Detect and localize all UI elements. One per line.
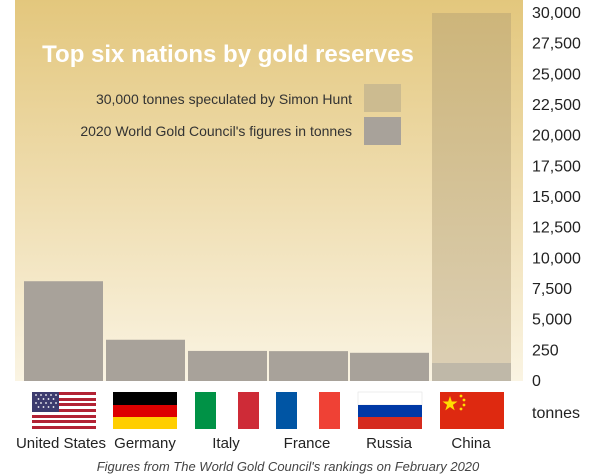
y-tick-label: 20,000 [532,128,581,145]
germany-flag-icon [113,392,177,429]
legend-swatch-speculated [364,84,401,112]
bars [24,13,511,381]
category-label-germany: Germany [114,435,176,452]
legend-swatch-wgc [364,117,401,145]
bar-wgc-united-states [24,281,103,381]
china-flag-icon [440,392,504,429]
y-tick-label: 25,000 [532,66,581,83]
y-tick-label: 5,000 [532,312,572,329]
category-labels: United States Germany Italy France Russia Chi… [16,435,491,452]
category-label-russia: Russia [366,435,413,452]
legend-label-speculated: 30,000 tonnes speculated by Simon Hunt [96,91,352,107]
y-axis-ticks: 0 250 5,000 7,500 10,000 12,500 15,000 17,500 20… [532,5,581,390]
y-tick-label: 15,000 [532,189,581,206]
russia-flag-icon [357,391,423,429]
category-label-italy: Italy [212,435,240,452]
france-flag-icon [276,392,340,429]
y-tick-label: 7,500 [532,281,572,298]
bar-wgc-france [269,351,348,381]
bar-wgc-germany [106,339,185,381]
category-label-china: China [451,435,491,452]
unit-label: tonnes [532,405,580,422]
bar-wgc-russia [350,352,429,381]
bar-wgc-italy [188,350,267,381]
chart-title: Top six nations by gold reserves [42,41,414,68]
y-tick-label: 22,500 [532,97,581,114]
y-tick-label: 10,000 [532,250,581,267]
source-caption: Figures from The World Gold Council's ra… [97,459,480,474]
y-tick-label: 27,500 [532,36,581,53]
italy-flag-icon [195,392,259,429]
y-tick-label: 17,500 [532,158,581,175]
us-flag-icon [32,392,96,429]
legend-label-wgc: 2020 World Gold Council's figures in ton… [80,123,352,139]
y-tick-label: 30,000 [532,5,581,22]
y-tick-label: 12,500 [532,220,581,237]
bar-wgc-china [432,363,511,381]
legend: 30,000 tonnes speculated by Simon Hunt 2… [80,84,401,145]
y-tick-label: 0 [532,373,541,390]
category-label-france: France [284,435,331,452]
category-label-united-states: United States [16,435,106,452]
bar-speculated-china [432,13,511,381]
y-tick-label: 250 [532,342,559,359]
